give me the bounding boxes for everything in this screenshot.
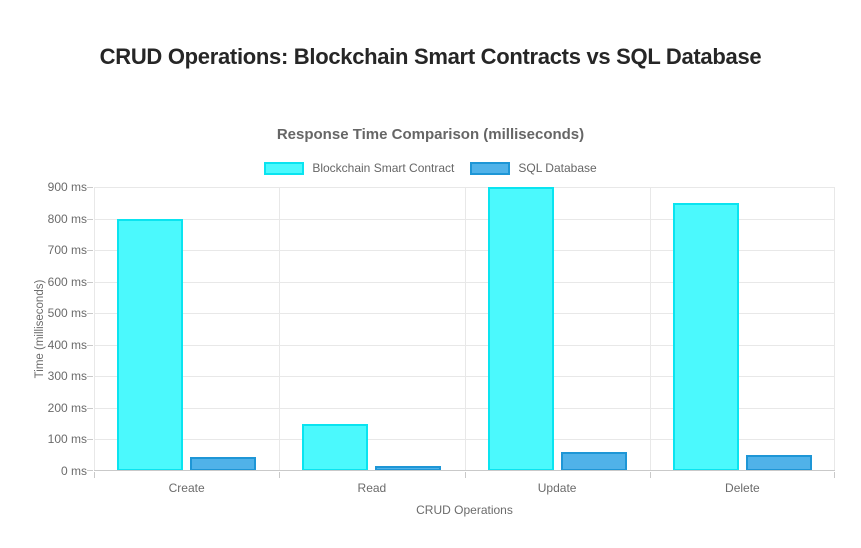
y-tick-label: 0 ms	[60, 464, 87, 478]
x-category-label-create: Create	[168, 481, 205, 495]
x-axis-title: CRUD Operations	[416, 503, 513, 517]
y-tick-mark	[87, 313, 93, 315]
x-axis-line	[94, 470, 835, 471]
legend-item-sql[interactable]: SQL Database	[470, 161, 597, 175]
chart-title: Response Time Comparison (milliseconds)	[276, 126, 585, 143]
x-category-label-delete: Delete	[725, 481, 760, 495]
gridline-vertical	[279, 187, 281, 471]
legend-swatch-blockchain	[264, 161, 305, 175]
legend-label-sql: SQL Database	[518, 161, 597, 175]
y-tick-label: 300 ms	[47, 369, 87, 384]
y-tick-mark	[87, 218, 93, 220]
legend: Blockchain Smart Contract SQL Database	[0, 161, 861, 175]
bar-sql-create[interactable]	[190, 457, 257, 471]
bar-sql-delete[interactable]	[745, 455, 812, 471]
y-tick-mark	[87, 344, 93, 346]
x-category-label-read: Read	[357, 481, 387, 495]
y-tick-mark	[87, 407, 93, 409]
y-tick-mark	[87, 187, 93, 188]
legend-swatch-sql	[470, 161, 511, 175]
gridline-vertical	[464, 187, 466, 471]
x-axis-labels: Create Read Update Delete	[94, 481, 835, 495]
y-tick-mark	[87, 250, 93, 252]
y-tick-label: 900 ms	[47, 180, 87, 194]
legend-label-blockchain: Blockchain Smart Contract	[312, 161, 455, 175]
gridline-vertical	[649, 187, 651, 471]
bar-blockchain-delete[interactable]	[672, 203, 739, 471]
x-category-label-update: Update	[537, 481, 577, 495]
y-tick-label: 100 ms	[47, 432, 87, 447]
bar-sql-update[interactable]	[560, 452, 627, 471]
y-tick-label: 200 ms	[47, 400, 87, 415]
y-tick-mark	[87, 376, 93, 378]
x-tick-mark	[464, 472, 466, 478]
y-tick-mark	[87, 281, 93, 283]
gridline-vertical	[834, 187, 835, 471]
y-tick-mark	[87, 439, 93, 441]
x-tick-mark	[649, 472, 651, 478]
bar-blockchain-read[interactable]	[302, 424, 369, 471]
y-tick-label: 700 ms	[47, 243, 87, 258]
y-tick-label: 400 ms	[47, 337, 87, 352]
bar-blockchain-create[interactable]	[117, 219, 184, 471]
y-axis-labels: 0 ms 100 ms 200 ms 300 ms 400 ms 500 ms 600 ms…	[0, 180, 87, 478]
y-tick-mark	[87, 470, 93, 471]
y-tick-label: 500 ms	[47, 306, 87, 321]
plot-area	[87, 187, 835, 478]
legend-item-blockchain[interactable]: Blockchain Smart Contract	[264, 161, 454, 175]
bar-blockchain-update[interactable]	[487, 187, 554, 471]
page-title: CRUD Operations: Blockchain Smart Contra…	[99, 44, 762, 69]
y-tick-label: 600 ms	[47, 274, 87, 289]
x-tick-mark	[94, 472, 95, 478]
x-tick-mark	[279, 472, 281, 478]
gridline-vertical	[94, 187, 95, 471]
y-tick-label: 800 ms	[47, 211, 87, 226]
x-tick-mark	[834, 472, 835, 478]
